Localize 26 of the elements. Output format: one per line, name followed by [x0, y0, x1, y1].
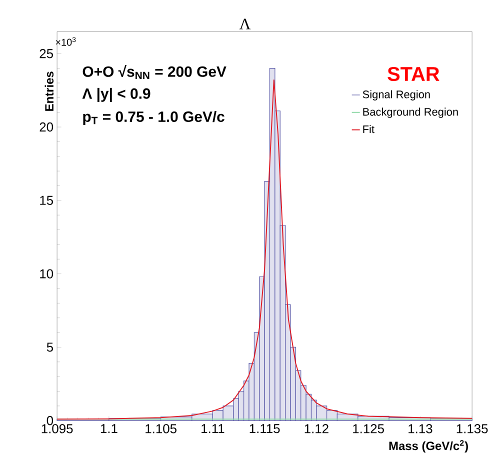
y-axis-title: Entries [44, 72, 54, 111]
x-axis-title: Mass (GeV/c$^{2}$) [389, 440, 468, 453]
annotation: STAR [388, 66, 440, 82]
x-tick-label: 1.1 [100, 424, 118, 434]
x-tick-label: 1.135 [456, 424, 488, 434]
annotation: Λ |y| < 0.9 [82, 88, 150, 102]
x-tick-label: 1.13 [408, 424, 432, 434]
x-tick-label: 1.115 [250, 424, 280, 434]
y-tick-label: 15 [40, 196, 53, 205]
y-tick-label: 0 [46, 416, 54, 426]
x-tick-label: 1.12 [304, 424, 328, 434]
y-tick-label: 10 [40, 269, 54, 278]
text: O+O √s$_{NN}$ = 200 GeV [82, 64, 226, 80]
legend-label: Background Region [363, 108, 458, 118]
annotation: ×10$^{3}$ [56, 37, 76, 46]
x-tick-label: 1.105 [146, 424, 176, 434]
chart-title: Λ [239, 18, 251, 30]
x-tick-label: 1.095 [42, 424, 73, 434]
text: p$_{T}$ = 0.75 - 1.0 GeV/c [83, 111, 224, 125]
x-tick-label: 1.11 [202, 424, 224, 434]
y-tick-label: 5 [46, 342, 54, 352]
y-tick-label: 25 [40, 49, 53, 58]
x-tick-label: 1.125 [353, 424, 384, 434]
y-tick-label: 20 [40, 122, 54, 132]
legend-label: Fit [363, 125, 374, 134]
legend-label: Signal Region [362, 90, 430, 100]
